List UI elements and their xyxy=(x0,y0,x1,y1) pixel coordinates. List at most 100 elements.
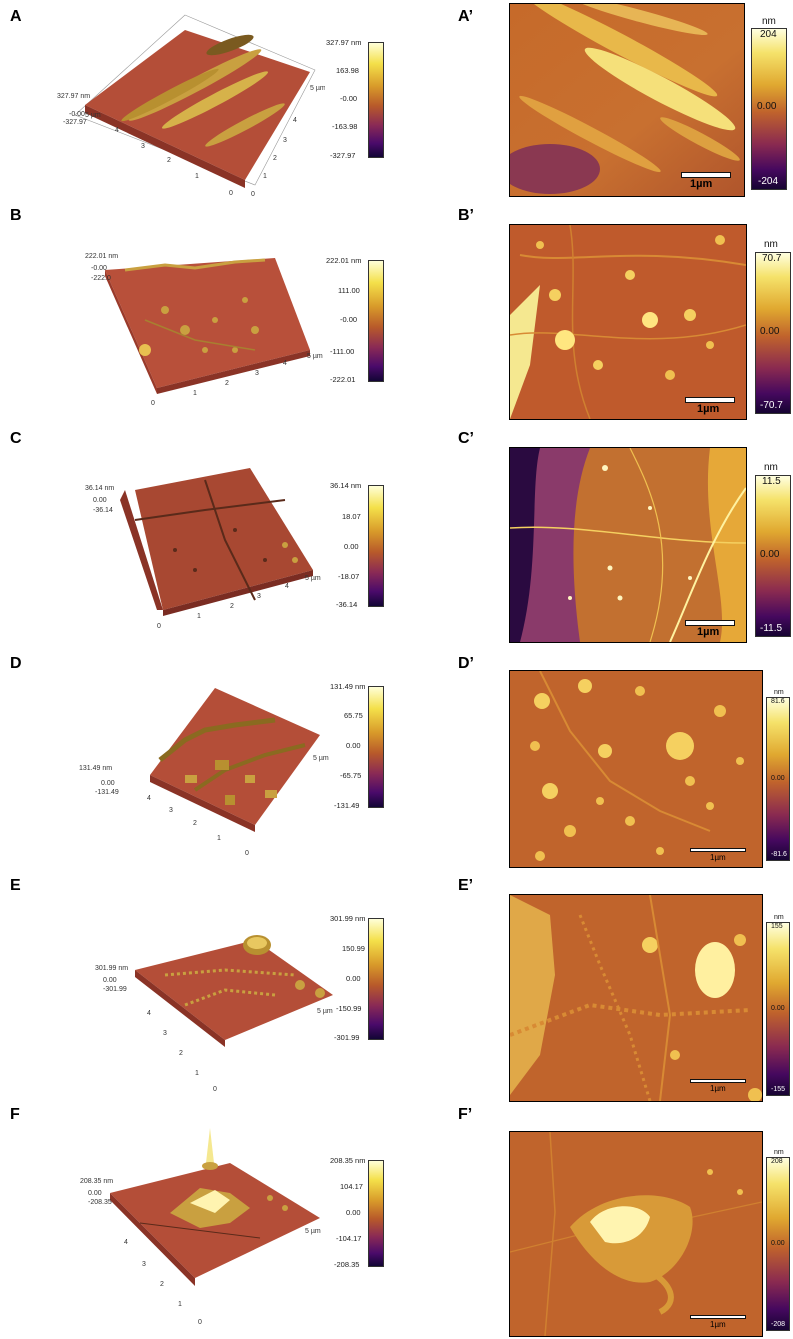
axis-tick: 3 xyxy=(169,807,173,814)
panel-label-a-prime: A’ xyxy=(458,8,474,25)
axis-tick: 0 xyxy=(229,190,233,197)
colorbar-2d-d xyxy=(766,697,790,861)
colorbar-label: 0.00 xyxy=(771,1240,785,1247)
colorbar-label: 0.00 xyxy=(760,549,780,560)
colorbar-label: 11.5 xyxy=(762,476,781,487)
axis-tick: 3 xyxy=(142,1261,146,1268)
axis-tick: 3 xyxy=(255,370,259,377)
colorbar-label: 81.6 xyxy=(771,698,785,705)
colorbar-label: -155 xyxy=(771,1086,786,1093)
afm-2d-image-f xyxy=(509,1131,763,1337)
colorbar-label: -70.7 xyxy=(760,400,783,411)
colorbar-label: 0.00 xyxy=(344,542,359,551)
panel-label-d: D xyxy=(10,655,22,672)
afm-2d-image-d xyxy=(509,670,763,868)
panel-label-e-prime: E’ xyxy=(458,877,474,894)
z-label-mid: 0.00 xyxy=(88,1190,102,1197)
axis-tick: 0 xyxy=(198,1319,202,1326)
z-label-bottom: -131.49 xyxy=(95,789,119,796)
axis-tick: 4 xyxy=(285,583,289,590)
panel-label-b-prime: B’ xyxy=(458,207,474,224)
colorbar-label: 111.00 xyxy=(338,286,360,295)
axis-tick: 3 xyxy=(163,1030,167,1037)
axis-tick: 1 xyxy=(195,1070,199,1077)
colorbar-label: -0.00 xyxy=(340,315,358,324)
axis-tick: 5 µm xyxy=(313,755,329,762)
colorbar-label: 0.00 xyxy=(346,1208,361,1217)
axis-tick: 2 xyxy=(225,380,229,387)
z-label-mid: -0.00 xyxy=(69,111,85,118)
scale-label-d: 1µm xyxy=(710,853,726,862)
axis-tick: 0 xyxy=(157,623,161,630)
panel-label-b: B xyxy=(10,207,22,224)
panel-label-e: E xyxy=(10,877,21,894)
afm-2d-image-b xyxy=(509,224,747,420)
colorbar-label: 36.14 nm xyxy=(330,481,362,490)
z-label-top: 208.35 nm xyxy=(80,1178,113,1185)
colorbar-label: 222.01 nm xyxy=(326,256,362,265)
z-label-top: 222.01 nm xyxy=(85,253,118,260)
axis-tick: 4 xyxy=(293,117,297,124)
panel-label-c-prime: C’ xyxy=(458,430,474,447)
colorbar-label: -327.97 xyxy=(330,151,356,160)
colorbar-label: -81.6 xyxy=(771,851,787,858)
axis-tick: 0 xyxy=(251,191,255,198)
z-label-bottom: -208.35 xyxy=(88,1199,112,1206)
panel-label-d-prime: D’ xyxy=(458,655,474,672)
axis-tick: 5 µm xyxy=(317,1008,333,1015)
afm-3d-view-c: 36.14 nm 0.00 -36.14 0 1 2 3 4 5 µm xyxy=(85,460,325,635)
scale-bar-e xyxy=(690,1079,746,1083)
colorbar-2d-f xyxy=(766,1157,790,1331)
panel-label-f: F xyxy=(10,1106,20,1123)
colorbar-label: 65.75 xyxy=(344,711,363,720)
z-label-bottom: -36.14 xyxy=(93,507,113,514)
colorbar-3d-e xyxy=(368,918,384,1040)
z-label-top: 36.14 nm xyxy=(85,485,114,492)
scale-label-e: 1µm xyxy=(710,1084,726,1093)
colorbar-label: -36.14 xyxy=(336,600,358,609)
colorbar-label: 0.00 xyxy=(346,741,361,750)
colorbar-label: 104.17 xyxy=(340,1182,363,1191)
colorbar-3d-d xyxy=(368,686,384,808)
colorbar-label: 150.99 xyxy=(342,944,365,953)
colorbar-label: -111.00 xyxy=(330,347,355,356)
scale-label-f: 1µm xyxy=(710,1320,726,1329)
afm-2d-image-e xyxy=(509,894,763,1102)
scale-bar-c xyxy=(685,620,735,626)
colorbar-label: 0.00 xyxy=(760,326,780,337)
colorbar-unit: nm xyxy=(774,689,784,696)
colorbar-2d-a xyxy=(751,28,787,190)
z-label-bottom: -222.0 xyxy=(91,275,111,282)
axis-tick: 4 xyxy=(147,795,151,802)
colorbar-label: 18.07 xyxy=(342,512,361,521)
colorbar-label: -208 xyxy=(771,1321,786,1328)
panel-label-a: A xyxy=(10,8,22,25)
axis-tick: 5 µm xyxy=(310,85,325,92)
axis-tick: 2 xyxy=(273,155,277,162)
colorbar-2d-e xyxy=(766,922,790,1096)
axis-tick: 2 xyxy=(179,1050,183,1057)
scale-bar-b xyxy=(685,397,735,403)
colorbar-label: -163.98 xyxy=(332,122,358,131)
axis-tick: 1 xyxy=(195,173,199,180)
colorbar-label: -11.5 xyxy=(760,623,783,634)
axis-tick: 1 xyxy=(197,613,201,620)
colorbar-label: 155 xyxy=(771,923,783,930)
colorbar-label: -65.75 xyxy=(340,771,362,780)
z-label-top: 327.97 nm xyxy=(57,93,90,100)
colorbar-label: 301.99 nm xyxy=(330,914,366,923)
z-label-mid: 0.00 xyxy=(101,780,115,787)
scale-label-b: 1µm xyxy=(697,403,720,415)
scale-label-c: 1µm xyxy=(697,626,720,638)
colorbar-unit: nm xyxy=(774,1149,784,1156)
axis-tick: 2 xyxy=(193,820,197,827)
colorbar-unit: nm xyxy=(764,239,778,250)
scale-bar-a xyxy=(681,172,731,178)
panel-label-f-prime: F’ xyxy=(458,1106,473,1123)
z-label-mid: -0.00 xyxy=(91,265,107,272)
axis-tick: 1 xyxy=(178,1301,182,1308)
afm-3d-view-e: 301.99 nm 0.00 -301.99 0 1 2 3 4 5 µm xyxy=(95,915,335,1095)
axis-tick: 5 µm xyxy=(307,353,323,360)
axis-tick: 2 xyxy=(167,157,171,164)
z-label-top: 301.99 nm xyxy=(95,965,128,972)
